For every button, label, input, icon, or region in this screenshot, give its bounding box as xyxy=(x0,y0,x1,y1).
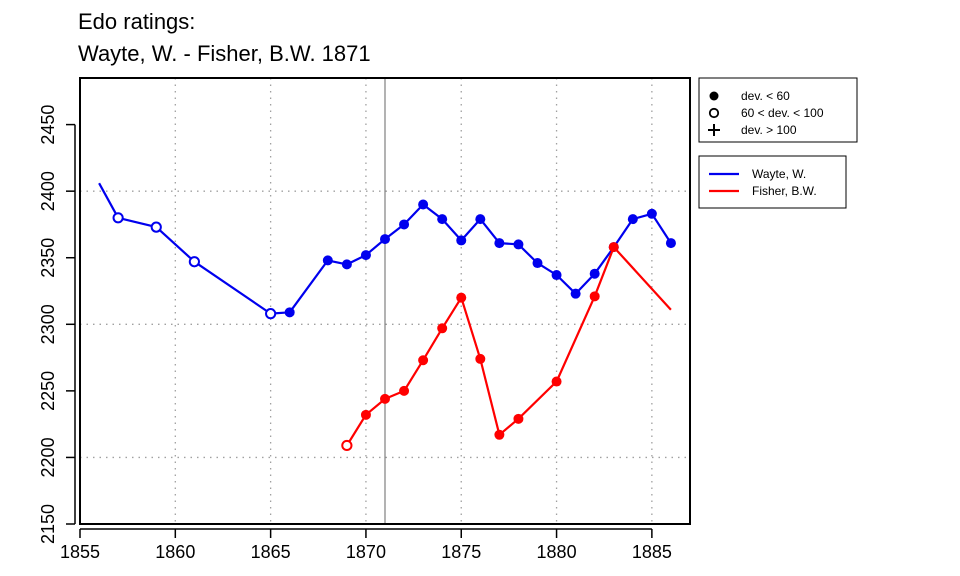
data-point xyxy=(589,291,600,302)
chart-title-line1: Edo ratings: xyxy=(78,9,196,34)
x-tick-label: 1885 xyxy=(632,542,672,562)
data-point xyxy=(551,270,562,281)
data-point xyxy=(284,307,295,318)
data-point xyxy=(551,376,562,387)
y-tick-label: 2250 xyxy=(38,371,58,411)
data-point xyxy=(532,258,543,269)
data-point xyxy=(322,255,333,266)
y-tick-label: 2400 xyxy=(38,171,58,211)
data-point xyxy=(418,199,429,210)
data-point xyxy=(665,238,676,249)
series-legend-label: Fisher, B.W. xyxy=(752,184,817,198)
data-point-open xyxy=(150,221,162,233)
y-tick-label: 2450 xyxy=(38,105,58,145)
data-point xyxy=(360,409,371,420)
data-point xyxy=(494,238,505,249)
deviation-legend-box xyxy=(698,77,858,143)
x-tick-label: 1855 xyxy=(60,542,100,562)
data-point xyxy=(627,214,638,225)
data-point xyxy=(475,353,486,364)
data-point xyxy=(437,214,448,225)
y-tick-label: 2300 xyxy=(38,304,58,344)
x-tick-label: 1870 xyxy=(346,542,386,562)
data-point xyxy=(589,268,600,279)
data-point xyxy=(341,259,352,270)
data-point xyxy=(380,393,390,404)
deviation-legend-label: dev. < 60 xyxy=(741,89,790,103)
legend-filled-marker xyxy=(709,91,719,101)
x-tick-label: 1865 xyxy=(251,542,291,562)
data-point-open xyxy=(188,256,200,268)
data-point-open xyxy=(265,308,277,320)
data-point-open xyxy=(112,212,124,224)
data-point xyxy=(437,323,448,334)
deviation-legend-label: dev. > 100 xyxy=(741,123,797,137)
x-tick-label: 1860 xyxy=(155,542,195,562)
data-point xyxy=(360,250,371,261)
data-point xyxy=(475,214,486,225)
data-point xyxy=(456,292,467,303)
data-point xyxy=(456,235,467,246)
deviation-legend-label: 60 < dev. < 100 xyxy=(741,106,824,120)
y-tick-label: 2150 xyxy=(38,504,58,544)
data-point xyxy=(570,288,581,299)
series-line xyxy=(345,246,672,447)
data-point-open xyxy=(341,439,353,452)
data-point xyxy=(399,219,410,230)
x-tick-label: 1880 xyxy=(537,542,577,562)
data-point xyxy=(608,242,619,253)
legend-open-marker xyxy=(708,107,720,119)
series-legend-label: Wayte, W. xyxy=(752,167,806,181)
series-legend-box xyxy=(698,155,847,209)
data-point xyxy=(646,208,657,219)
y-tick-label: 2350 xyxy=(38,238,58,278)
data-point xyxy=(494,429,505,440)
chart-title-line2: Wayte, W. - Fisher, B.W. 1871 xyxy=(78,41,371,66)
data-point xyxy=(418,355,429,366)
y-tick-label: 2200 xyxy=(38,437,58,477)
data-point xyxy=(399,385,410,396)
data-point xyxy=(513,413,524,424)
x-tick-label: 1875 xyxy=(441,542,481,562)
data-point xyxy=(380,234,390,245)
plot-frame xyxy=(79,77,691,525)
data-point xyxy=(513,239,524,250)
